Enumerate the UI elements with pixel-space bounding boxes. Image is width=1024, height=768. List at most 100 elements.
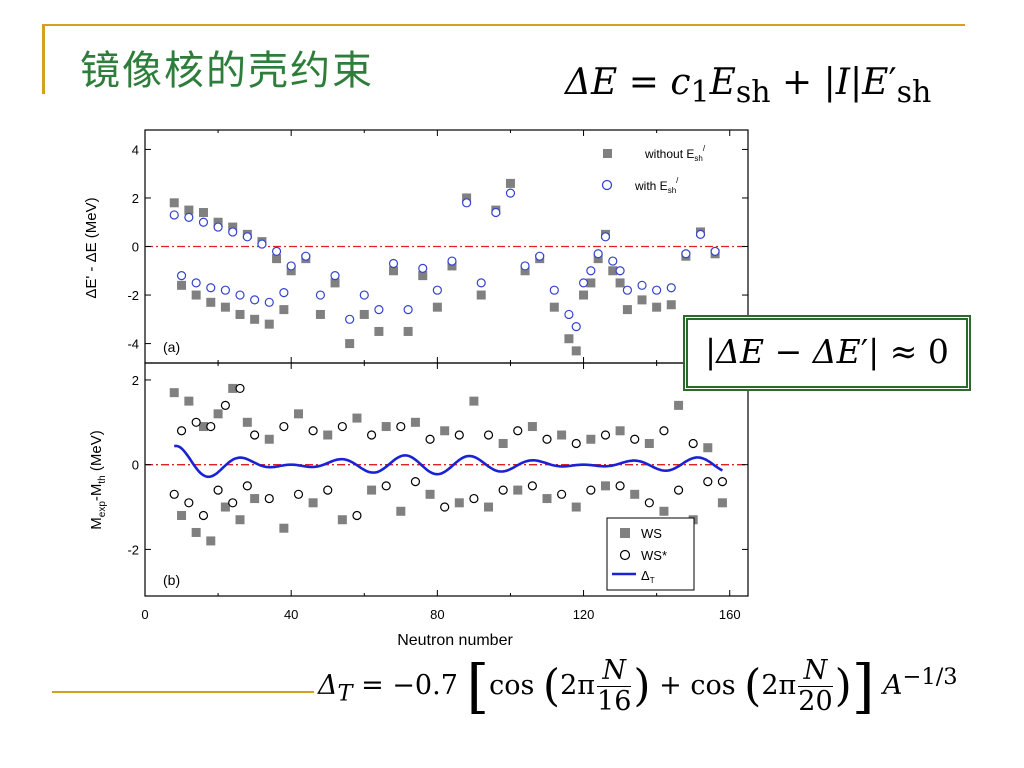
data-point-circle bbox=[315, 290, 326, 300]
data-point-square bbox=[659, 506, 669, 516]
data-point-circle bbox=[396, 421, 406, 432]
data-point-square bbox=[564, 334, 574, 344]
data-point-circle bbox=[206, 283, 216, 293]
data-point-square bbox=[593, 254, 603, 264]
data-point-circle bbox=[220, 285, 230, 295]
data-point-circle bbox=[586, 485, 596, 495]
data-point-square bbox=[557, 430, 567, 440]
data-point-circle bbox=[279, 288, 289, 298]
data-point-circle bbox=[622, 285, 633, 295]
data-point-circle bbox=[432, 285, 442, 295]
data-point-circle bbox=[381, 481, 391, 491]
data-point-square bbox=[367, 485, 377, 495]
data-point-square bbox=[549, 302, 559, 312]
data-point-square bbox=[418, 271, 428, 281]
data-point-circle bbox=[483, 430, 494, 440]
data-point-circle bbox=[337, 421, 347, 432]
data-point-square bbox=[250, 494, 260, 504]
ylabel-b-exp: exp bbox=[97, 501, 108, 518]
data-point-square bbox=[264, 319, 274, 329]
panel-a-marks bbox=[145, 178, 748, 356]
data-point-square bbox=[213, 409, 223, 419]
legend-a-item-without-sup: / bbox=[703, 144, 706, 153]
data-point-square bbox=[279, 305, 289, 315]
data-point-circle bbox=[293, 489, 304, 499]
data-point-square bbox=[206, 536, 216, 546]
data-point-square bbox=[220, 502, 230, 512]
legend-a-item-with-text: with E bbox=[634, 179, 668, 193]
data-point-circle bbox=[425, 434, 435, 444]
panel-b-marks bbox=[145, 383, 748, 546]
data-point-square bbox=[622, 305, 632, 315]
data-point-circle bbox=[549, 285, 559, 295]
data-point-circle bbox=[286, 261, 296, 271]
data-point-square bbox=[513, 485, 523, 495]
data-point-circle bbox=[220, 400, 230, 410]
data-point-circle bbox=[279, 421, 289, 432]
ylabel-b-minus-m: -M bbox=[88, 484, 105, 502]
data-point-square bbox=[279, 523, 289, 533]
data-point-circle bbox=[250, 295, 260, 305]
data-point-circle bbox=[250, 430, 260, 440]
data-point-square bbox=[410, 417, 420, 427]
data-point-circle bbox=[191, 417, 201, 427]
data-point-square bbox=[432, 302, 442, 312]
data-point-circle bbox=[600, 232, 611, 242]
data-point-square bbox=[177, 280, 187, 290]
data-point-circle bbox=[345, 314, 355, 324]
data-point-circle bbox=[242, 232, 252, 242]
ytick-label: -2 bbox=[127, 542, 139, 557]
data-point-circle bbox=[608, 256, 618, 266]
data-point-circle bbox=[184, 212, 194, 222]
data-point-circle bbox=[586, 266, 596, 276]
legend-a-item-without-sub: sh bbox=[694, 154, 702, 163]
data-point-circle bbox=[681, 249, 691, 259]
data-point-square bbox=[228, 383, 238, 393]
xtick-label: 120 bbox=[573, 607, 595, 622]
data-point-circle bbox=[717, 477, 728, 487]
data-point-square bbox=[469, 396, 479, 406]
data-point-square bbox=[652, 302, 662, 312]
data-point-square bbox=[630, 489, 640, 499]
data-point-circle bbox=[469, 493, 479, 504]
data-point-circle bbox=[476, 278, 486, 288]
data-point-square bbox=[615, 278, 625, 288]
data-point-circle bbox=[184, 498, 194, 508]
data-point-square bbox=[191, 527, 201, 537]
formula-shell-energy: ΔE = c1Esh + |I|E′sh bbox=[565, 62, 932, 111]
data-point-circle bbox=[505, 188, 516, 198]
data-point-square bbox=[330, 278, 340, 288]
data-point-square bbox=[352, 413, 362, 423]
data-point-circle bbox=[264, 297, 274, 307]
data-point-circle bbox=[710, 246, 720, 256]
data-point-circle bbox=[440, 502, 450, 512]
data-point-circle bbox=[418, 263, 428, 273]
data-point-circle bbox=[403, 305, 413, 315]
xtick-label: 40 bbox=[284, 607, 298, 622]
legend-a-item-without: without Esh/ bbox=[644, 144, 706, 163]
ylabel-b-th: th bbox=[97, 475, 108, 483]
data-point-circle bbox=[593, 249, 603, 259]
data-point-square bbox=[476, 290, 486, 300]
legend-a-circle-marker bbox=[601, 179, 613, 191]
title-accent-bar bbox=[42, 24, 45, 94]
data-point-square bbox=[286, 266, 296, 276]
data-point-square bbox=[381, 422, 391, 432]
legend-a-item-without-text: without E bbox=[644, 147, 694, 161]
data-point-circle bbox=[176, 426, 187, 436]
data-point-circle bbox=[498, 485, 508, 495]
legend-b-item-wsstar: WS* bbox=[641, 548, 667, 563]
legend-b-item-delta: ΔT bbox=[641, 568, 655, 585]
legend-a-item-with-sup: / bbox=[676, 176, 679, 185]
data-point-circle bbox=[388, 258, 399, 269]
data-point-circle bbox=[542, 434, 552, 444]
ytick-label: -2 bbox=[127, 288, 139, 303]
data-point-square bbox=[264, 434, 274, 444]
data-point-square bbox=[644, 438, 654, 448]
data-point-square bbox=[235, 515, 245, 525]
data-point-circle bbox=[644, 498, 654, 508]
bottom-rule bbox=[52, 691, 314, 693]
data-point-circle bbox=[169, 210, 179, 220]
panel-a-label: (a) bbox=[163, 339, 180, 355]
